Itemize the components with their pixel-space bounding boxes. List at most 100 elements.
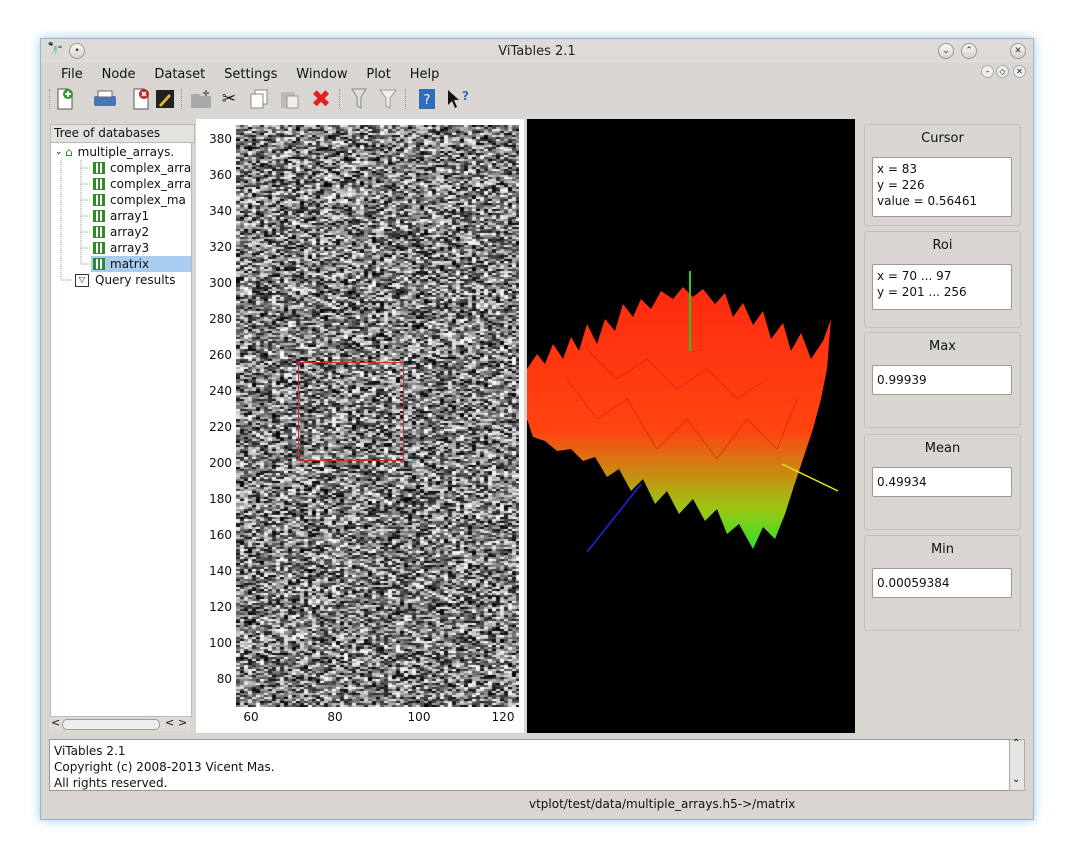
app-icon[interactable]: 🔭 (47, 42, 64, 57)
tree-item[interactable]: complex_arra (93, 160, 191, 176)
roi-x: x = 70 ... 97 (877, 269, 952, 283)
paste-icon[interactable] (277, 87, 301, 111)
tree-horizontal-scrollbar[interactable]: < < > (50, 716, 190, 731)
toolbar-separator (181, 89, 184, 109)
help-icon[interactable]: ? (415, 87, 439, 111)
x-tick-label: 100 (407, 710, 431, 724)
svg-text:?: ? (462, 89, 468, 103)
menu-bar: File Node Dataset Settings Window Plot H… (61, 67, 454, 85)
array-icon (93, 194, 105, 206)
cursor-x: x = 83 (877, 162, 918, 176)
filter-icon[interactable] (377, 87, 401, 111)
mean-value: 0.49934 (872, 467, 1012, 497)
home-icon: ⌂ (65, 145, 73, 159)
tree-query-node[interactable]: ▽ Query results (75, 272, 175, 288)
tree-item[interactable]: complex_arra (93, 176, 191, 192)
log-line: Copyright (c) 2008-2013 Vicent Mas. (54, 760, 275, 774)
scroll-down-arrow-icon[interactable]: ⌄ (1012, 774, 1021, 785)
menu-plot[interactable]: Plot (366, 67, 391, 82)
min-title: Min (930, 542, 955, 557)
max-title: Max (929, 339, 956, 354)
array-icon (93, 258, 105, 270)
mean-group: Mean 0.49934 (864, 434, 1021, 530)
roi-info-box: x = 70 ... 97 y = 201 ... 256 (872, 264, 1012, 310)
scroll-up-arrow-icon[interactable]: ⌃ (1012, 738, 1021, 749)
minimize-button[interactable]: ⌄ (938, 43, 954, 59)
tree-item[interactable]: array2 (93, 224, 149, 240)
surface-mesh (527, 287, 831, 549)
whats-this-icon[interactable]: ? (445, 87, 469, 111)
y-tick-label: 280 (209, 312, 232, 326)
mdi-minimize-button[interactable]: – (981, 65, 994, 78)
y-tick-label: 340 (209, 204, 232, 218)
delete-icon[interactable]: ✖ (310, 85, 332, 113)
array-icon (93, 242, 105, 254)
roi-rectangle[interactable] (298, 362, 404, 461)
menu-file[interactable]: File (61, 67, 83, 82)
cut-icon[interactable]: ✂ (221, 89, 237, 109)
y-tick-label: 160 (209, 528, 232, 542)
y-tick-label: 100 (209, 636, 232, 650)
cursor-group: Cursor x = 83 y = 226 value = 0.56461 (864, 124, 1021, 226)
new-group-icon[interactable] (189, 87, 213, 111)
svg-text:?: ? (424, 93, 431, 108)
menu-settings[interactable]: Settings (224, 67, 278, 82)
x-tick-label: 60 (243, 710, 259, 724)
print-icon[interactable] (93, 87, 117, 111)
maximize-button[interactable]: ⌃ (961, 43, 977, 59)
expand-arrow-icon[interactable]: ⌄ (55, 147, 63, 157)
window-menu-button[interactable]: • (69, 43, 85, 59)
mdi-close-button[interactable]: ✕ (1013, 65, 1026, 78)
query-icon[interactable] (347, 87, 371, 111)
scroll-left-arrow-icon[interactable]: < (51, 716, 61, 729)
min-group: Min 0.00059384 (864, 535, 1021, 631)
image-plot[interactable]: 380 360 340 320 300 280 260 240 220 200 180 160 140 1… (196, 119, 524, 733)
surface-shading (566, 348, 798, 460)
tree-root-label: multiple_arrays. (77, 145, 175, 159)
copy-icon[interactable] (247, 87, 271, 111)
surface-plot-3d[interactable] (527, 119, 855, 733)
array-icon (93, 210, 105, 222)
scroll-right-arrow-icon[interactable]: > (178, 716, 188, 729)
y-tick-label: 120 (209, 600, 232, 614)
cursor-y: y = 226 (877, 178, 925, 192)
y-tick-label: 200 (209, 456, 232, 470)
y-tick-label: 360 (209, 168, 232, 182)
menu-dataset[interactable]: Dataset (154, 67, 206, 82)
log-line: ViTables 2.1 (54, 744, 126, 758)
x-tick-label: 120 (491, 710, 515, 724)
window-title: ViTables 2.1 (498, 44, 576, 59)
toolbar-separator (405, 89, 408, 109)
new-file-icon[interactable] (53, 87, 77, 111)
image-canvas[interactable] (236, 125, 519, 707)
y-tick-label: 320 (209, 240, 232, 254)
max-group: Max 0.99939 (864, 332, 1021, 428)
y-tick-label: 220 (209, 420, 232, 434)
menu-window[interactable]: Window (296, 67, 348, 82)
edit-icon[interactable] (153, 87, 177, 111)
array-icon (93, 162, 105, 174)
log-panel[interactable]: ViTables 2.1 Copyright (c) 2008-2013 Vic… (49, 739, 1011, 791)
cursor-value: value = 0.56461 (877, 194, 978, 208)
tree-item-selected[interactable]: matrix (91, 256, 191, 272)
array-icon (93, 178, 105, 190)
tree-item[interactable]: complex_ma (93, 192, 186, 208)
tree-root-node[interactable]: ⌄ ⌂ multiple_arrays. (55, 144, 174, 160)
menu-node[interactable]: Node (101, 67, 136, 82)
tree-item[interactable]: array1 (93, 208, 149, 224)
tree-item[interactable]: array3 (93, 240, 149, 256)
cursor-info-box: x = 83 y = 226 value = 0.56461 (872, 157, 1012, 217)
mdi-restore-button[interactable]: ◇ (996, 65, 1009, 78)
scroll-left-arrow-icon[interactable]: < (165, 716, 175, 729)
array-icon (93, 226, 105, 238)
menu-help[interactable]: Help (409, 67, 440, 82)
close-button[interactable]: ✕ (1010, 43, 1026, 59)
toolbar-separator (49, 89, 52, 109)
scrollbar-thumb[interactable] (62, 719, 160, 730)
min-value: 0.00059384 (872, 568, 1012, 598)
surface-svg (527, 271, 839, 553)
toolbar-separator (339, 89, 342, 109)
log-vertical-scrollbar[interactable]: ⌃ ⌄ (1009, 738, 1025, 791)
database-tree[interactable]: ⌄ ⌂ multiple_arrays. complex_arra comple… (50, 142, 192, 717)
close-file-icon[interactable] (129, 87, 153, 111)
